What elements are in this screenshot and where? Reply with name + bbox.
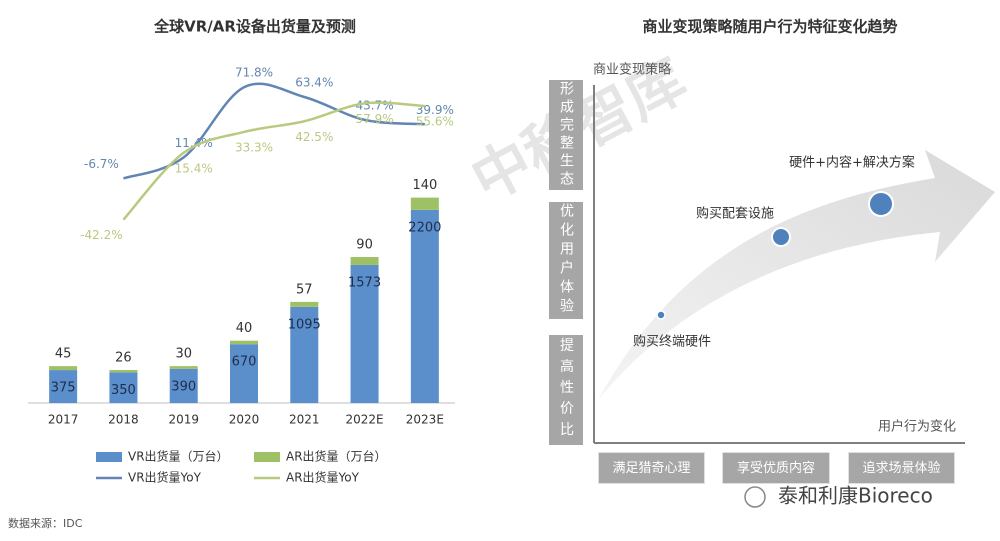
node-label: 购买配套设施 bbox=[696, 206, 774, 222]
bar bbox=[169, 368, 198, 403]
x-tick-label: 2023E bbox=[406, 413, 444, 427]
bar-label: 45 bbox=[55, 347, 72, 362]
line-label: 33.3% bbox=[235, 140, 273, 154]
node bbox=[771, 227, 791, 247]
x-tick-label: 2021 bbox=[289, 413, 320, 427]
x-tick-label: 2018 bbox=[108, 413, 139, 427]
line-label: 63.4% bbox=[295, 75, 333, 89]
level-label: 形成完整生态 bbox=[558, 81, 574, 189]
level-box bbox=[549, 202, 583, 319]
bar-label: 375 bbox=[51, 381, 76, 396]
line-label: 55.6% bbox=[416, 115, 454, 129]
x-tick-label: 2022E bbox=[346, 413, 384, 427]
bar bbox=[290, 301, 319, 307]
line-label: 15.4% bbox=[175, 161, 213, 175]
wechat-icon bbox=[744, 486, 766, 508]
node bbox=[868, 191, 894, 217]
stage-box: 享受优质内容 bbox=[722, 452, 830, 484]
bar bbox=[49, 370, 78, 403]
level-label: 提高性价比 bbox=[558, 338, 574, 443]
bar bbox=[169, 366, 198, 369]
node-label: 硬件+内容+解决方案 bbox=[789, 155, 915, 171]
y-axis-label: 商业变现策略 bbox=[593, 62, 671, 78]
line bbox=[122, 101, 425, 221]
legend-label: VR出货量YoY bbox=[128, 470, 202, 485]
footer: 泰和利康Bioreco bbox=[778, 484, 933, 508]
legend-label: VR出货量（万台） bbox=[128, 449, 229, 464]
legend-swatch bbox=[254, 452, 280, 462]
x-tick-label: 2019 bbox=[168, 413, 199, 427]
x-axis-label: 用户行为变化 bbox=[878, 419, 956, 435]
node-label: 购买终端硬件 bbox=[633, 334, 711, 350]
bar bbox=[230, 340, 258, 345]
bar-label: 350 bbox=[111, 383, 136, 398]
bar bbox=[350, 257, 379, 265]
bar-label: 1095 bbox=[288, 317, 321, 332]
bar-label: 1573 bbox=[348, 275, 381, 290]
stage-box: 追求场景体验 bbox=[848, 452, 955, 484]
bar bbox=[230, 344, 258, 403]
line-label: -42.2% bbox=[80, 228, 122, 242]
bar bbox=[109, 372, 138, 403]
bar bbox=[290, 306, 319, 403]
source: 数据来源：IDC bbox=[8, 516, 83, 530]
bar-label: 40 bbox=[236, 321, 253, 336]
legend-label: AR出货量YoY bbox=[286, 470, 360, 485]
stage-box: 满足猎奇心理 bbox=[598, 452, 705, 484]
bar-label: 30 bbox=[175, 347, 192, 362]
level-label: 优化用户体验 bbox=[558, 203, 574, 317]
line-label: 42.5% bbox=[295, 130, 333, 144]
line-label: 43.7% bbox=[356, 98, 394, 112]
bar bbox=[350, 264, 379, 403]
bar bbox=[49, 366, 78, 371]
bar-label: 140 bbox=[412, 178, 437, 193]
legend-swatch bbox=[96, 452, 122, 462]
bar-line-chart: 2017 2018 2019 2020 2021 2022E 2023E 375 45 350 26… bbox=[28, 66, 455, 485]
level-box bbox=[549, 80, 583, 190]
node bbox=[656, 310, 666, 320]
diagram-title: 商业变现策略随用户行为特征变化趋势 bbox=[642, 18, 897, 36]
x-tick-label: 2017 bbox=[48, 413, 79, 427]
bar-label: 90 bbox=[356, 238, 373, 253]
bar-label: 26 bbox=[115, 350, 132, 365]
bar bbox=[109, 369, 138, 373]
bar bbox=[410, 197, 439, 210]
bar-label: 2200 bbox=[408, 220, 441, 235]
line bbox=[123, 82, 425, 180]
legend-label: AR出货量（万台） bbox=[286, 449, 387, 464]
bar bbox=[410, 209, 439, 403]
bar-label: 670 bbox=[232, 355, 257, 370]
chart-title: 全球VR/AR设备出货量及预测 bbox=[153, 18, 356, 36]
line-label: 11.4% bbox=[175, 136, 213, 150]
trend-arrow bbox=[598, 150, 995, 400]
line-label: -6.7% bbox=[84, 157, 119, 171]
bar-label: 390 bbox=[171, 379, 196, 394]
line-label: 39.9% bbox=[416, 103, 454, 117]
line-label: 71.8% bbox=[235, 66, 273, 80]
line-label: 57.9% bbox=[356, 112, 394, 126]
x-tick-label: 2020 bbox=[229, 413, 260, 427]
bar-label: 57 bbox=[296, 282, 313, 297]
level-box bbox=[549, 335, 583, 445]
